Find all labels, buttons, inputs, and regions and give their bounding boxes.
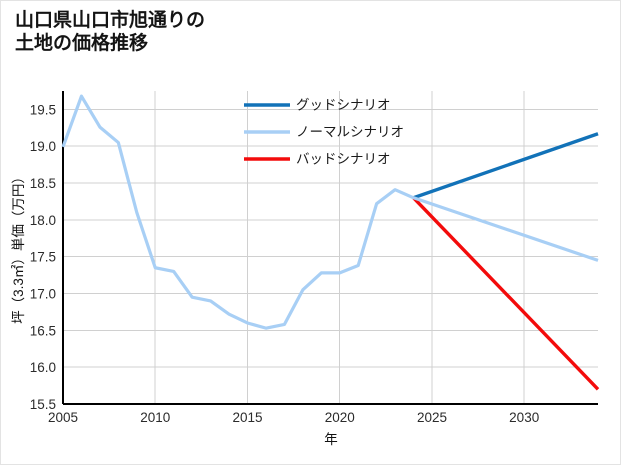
y-tick-label: 18.5 [30, 176, 56, 191]
x-axis-tick-labels: 2005 2010 2015 2020 2025 2030 [48, 410, 539, 425]
x-axis-title: 年 [324, 432, 338, 447]
x-tick-label: 2030 [509, 410, 539, 425]
series-group [61, 94, 600, 391]
series-line-1 [61, 94, 599, 330]
series-line-2 [412, 196, 600, 391]
y-tick-label: 16.0 [30, 360, 56, 375]
y-tick-label: 18.0 [30, 213, 56, 228]
x-tick-label: 2005 [48, 410, 78, 425]
y-tick-label: 17.5 [30, 250, 56, 265]
x-tick-label: 2010 [140, 410, 170, 425]
series-line-0 [412, 132, 599, 200]
y-tick-label: 16.5 [30, 323, 56, 338]
legend-label-1[interactable]: ノーマルシナリオ [296, 125, 404, 140]
y-tick-label: 17.0 [30, 287, 56, 302]
x-tick-label: 2020 [325, 410, 355, 425]
x-tick-label: 2025 [417, 410, 447, 425]
y-tick-label: 15.5 [30, 397, 56, 412]
x-tick-label: 2015 [232, 410, 262, 425]
y-axis-tick-labels: 15.5 16.0 16.5 17.0 17.5 18.0 18.5 19.0 19.5 [30, 102, 56, 412]
page-title: 山口県山口市旭通りの 土地の価格推移 [15, 10, 206, 55]
y-tick-label: 19.5 [30, 102, 56, 117]
y-axis-title: 坪（3.3㎡）単価（万円） [11, 170, 26, 324]
legend-label-2[interactable]: バッドシナリオ [296, 152, 391, 167]
y-tick-label: 19.0 [30, 139, 56, 154]
legend-label-0[interactable]: グッドシナリオ [296, 98, 391, 113]
